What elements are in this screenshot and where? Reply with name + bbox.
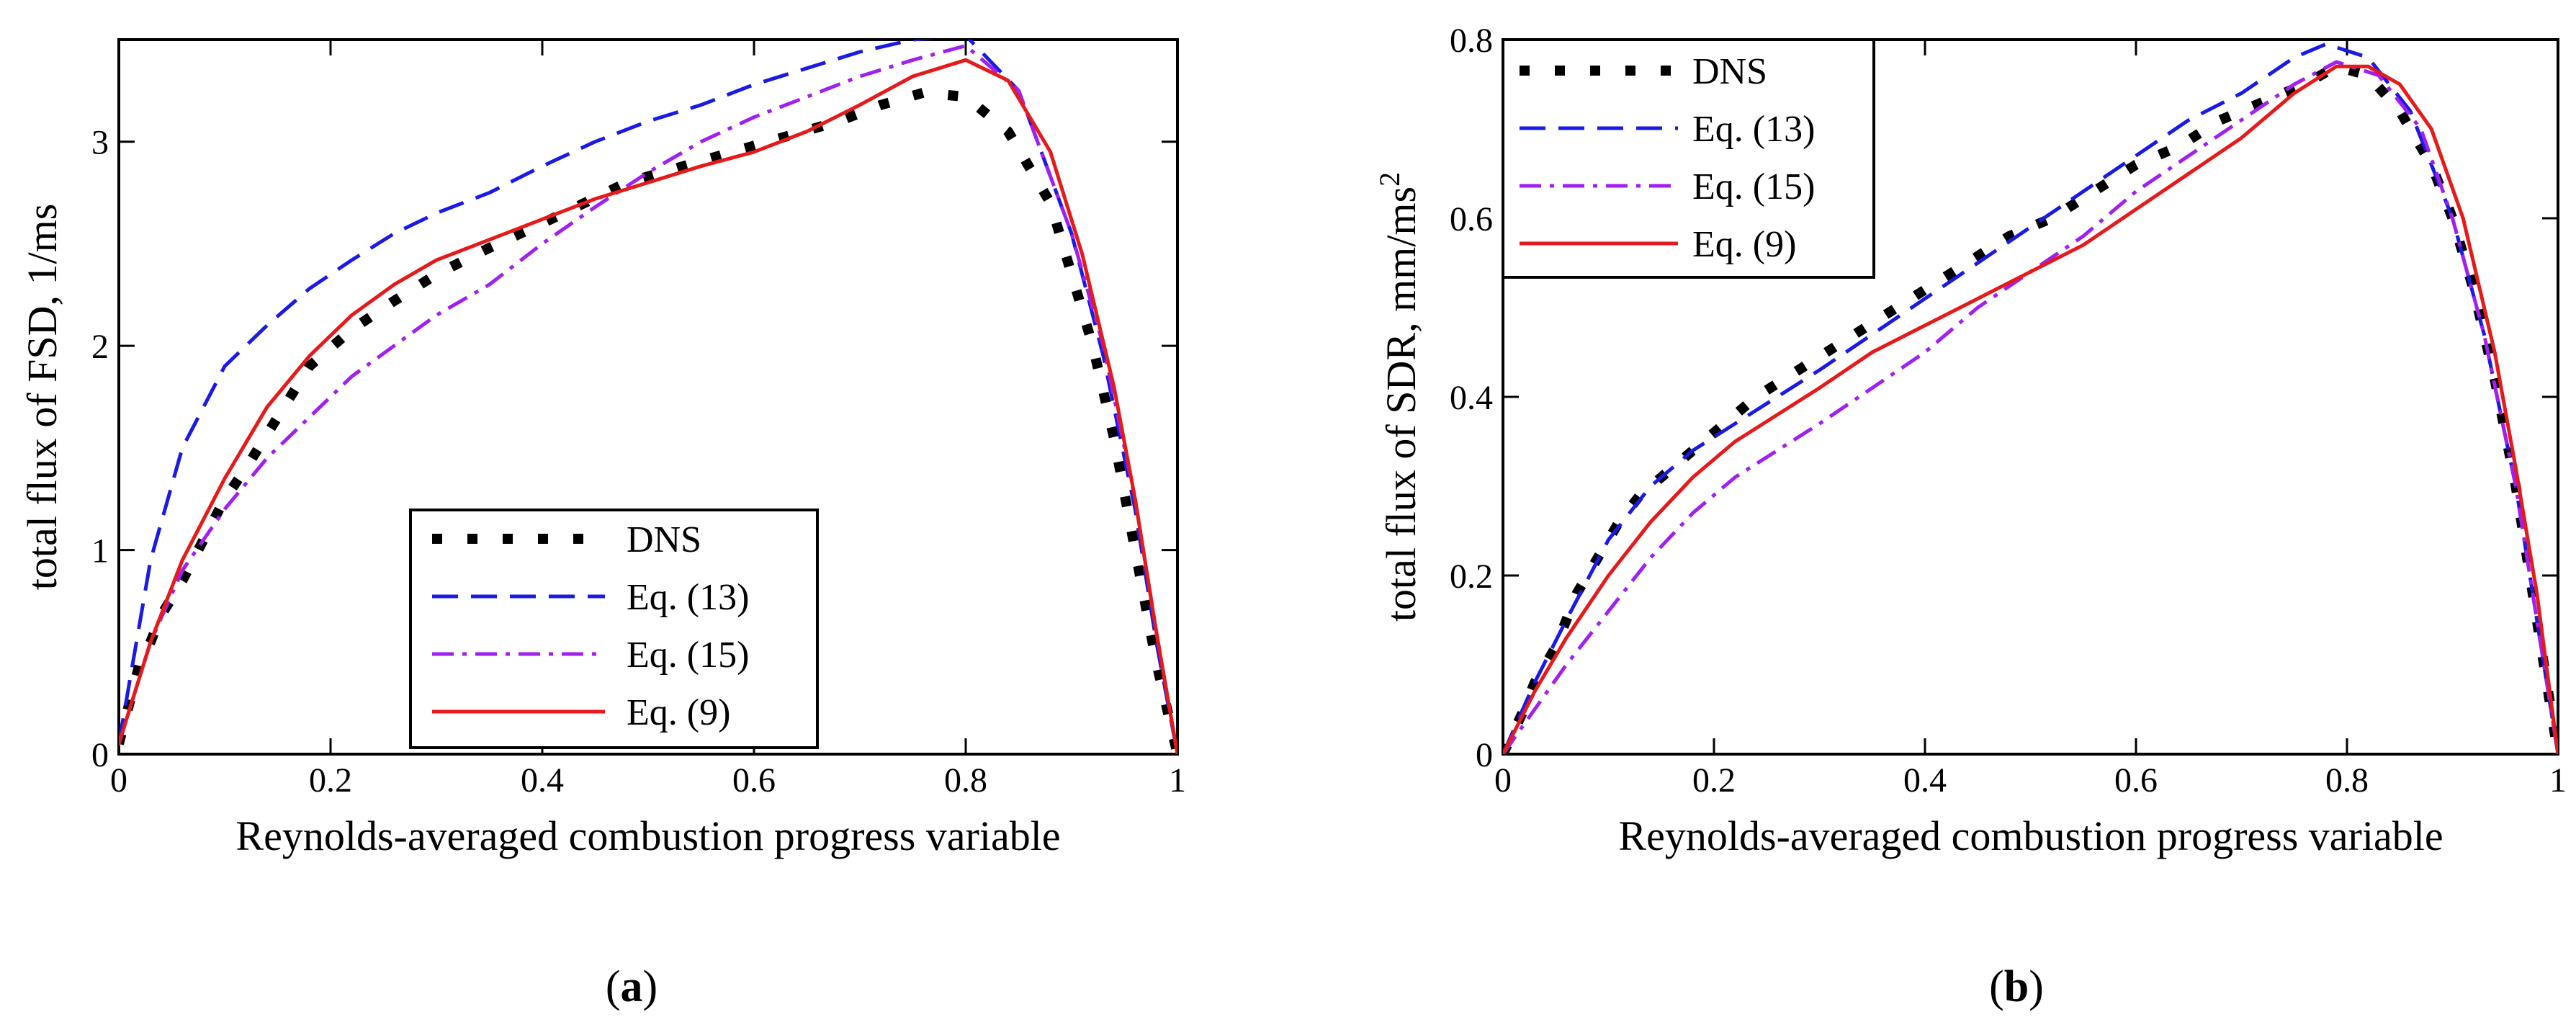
tick-group-b: 0 0.2 0.4 0.6 0.8 1 0 0.2 0.4 0.6 0.8 [1450,22,2567,800]
y-tick-label-b: 0.2 [1450,557,1493,596]
y-tick-label-b: 0.4 [1450,379,1493,417]
x-axis-label-a: Reynolds-averaged combustion progress va… [235,812,1060,859]
x-tick-label-a: 0.6 [732,761,776,800]
legend-b: DNS Eq. (13) Eq. (15) Eq. (9) [1502,38,1875,279]
x-tick-label-a: 0.2 [309,761,352,800]
x-tick-label-a: 1 [1169,761,1186,800]
panel-label-a: (a) [606,962,658,1011]
y-axis-label-b: total flux of SDR, mm/ms2 [1373,172,1424,622]
y-axis-label-a: total flux of FSD, 1/ms [19,204,66,591]
x-tick-label-a: 0.8 [944,761,987,800]
legend-label-eq15-b: Eq. (15) [1692,166,1815,207]
x-tick-label-b: 0.6 [2114,761,2158,800]
panel-label-b: (b) [1989,962,2044,1011]
tick-group-a: 0 0.2 0.4 0.6 0.8 1 0 1 2 3 [91,40,1186,800]
x-axis-label-b: Reynolds-averaged combustion progress va… [1618,812,2443,859]
y-tick-label-a: 2 [91,328,109,366]
legend-a: DNS Eq. (13) Eq. (15) Eq. (9) [409,509,819,749]
y-tick-label-a: 3 [91,124,109,162]
series-line-eq-15-b [1503,60,2558,754]
x-tick-label-a: 0 [110,761,127,800]
plot-frame-a [117,38,1179,756]
series-line-eq-13-b [1503,42,2558,754]
series-line-eq-9-b [1503,64,2558,754]
series-group-b [1503,42,2558,754]
series-group-a [119,40,1177,754]
y-tick-label-a: 0 [91,736,109,774]
legend-label-eq9-a: Eq. (9) [627,692,730,733]
legend-label-eq9-b: Eq. (9) [1692,224,1796,265]
chart-panel-b: 0 0.2 0.4 0.6 0.8 1 0 0.2 0.4 0.6 0.8 total flux o… [1373,22,2567,1011]
legend-label-eq13-a: Eq. (13) [627,577,749,618]
y-tick-label-b: 0.8 [1450,22,1493,60]
chart-panel-a: 0 0.2 0.4 0.6 0.8 1 0 1 2 3 total flux of FSD, 1/… [19,38,1186,1011]
series-line-eq-9-a [119,58,1177,754]
x-tick-label-b: 0 [1494,761,1512,800]
y-tick-label-b: 0 [1476,736,1493,774]
x-tick-label-b: 0.4 [1903,761,1947,800]
legend-box-b [1502,38,1875,279]
legend-label-dns-b: DNS [1692,51,1767,92]
x-tick-label-b: 0.8 [2325,761,2369,800]
series-line-eq-13-a [119,40,1177,754]
x-tick-label-b: 0.2 [1692,761,1736,800]
legend-label-eq13-b: Eq. (13) [1692,109,1815,150]
x-tick-label-b: 1 [2549,761,2567,800]
y-tick-label-a: 1 [91,532,109,570]
legend-label-dns-a: DNS [627,519,701,560]
legend-box-a [409,509,819,749]
x-tick-label-a: 0.4 [521,761,564,800]
y-tick-label-b: 0.6 [1450,200,1493,238]
legend-label-eq15-a: Eq. (15) [627,635,749,676]
